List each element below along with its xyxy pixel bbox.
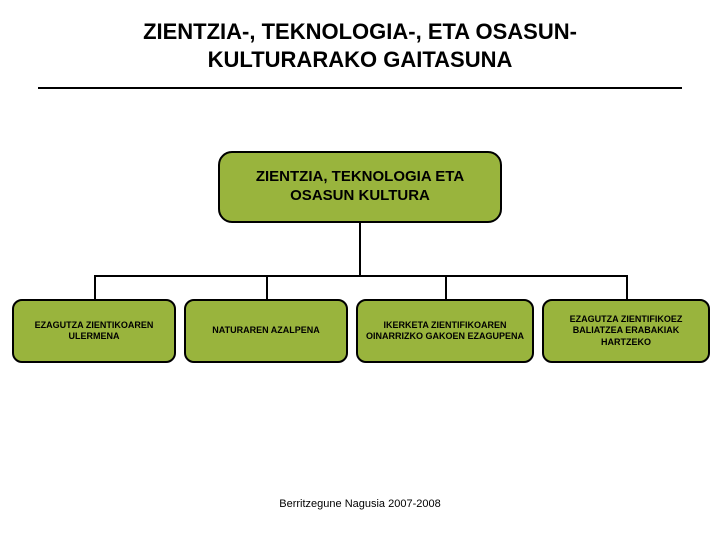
connector-line bbox=[445, 275, 447, 299]
child-node-0: EZAGUTZA ZIENTIKOAREN ULERMENA bbox=[12, 299, 176, 363]
root-node: ZIENTZIA, TEKNOLOGIA ETA OSASUN KULTURA bbox=[218, 151, 502, 223]
connector-line bbox=[359, 223, 361, 275]
connector-line bbox=[94, 275, 628, 277]
org-chart: ZIENTZIA, TEKNOLOGIA ETA OSASUN KULTURA E… bbox=[0, 89, 720, 449]
connector-line bbox=[626, 275, 628, 299]
child-node-3: EZAGUTZA ZIENTIFIKOEZ BALIATZEA ERABAKIA… bbox=[542, 299, 710, 363]
connector-line bbox=[266, 275, 268, 299]
footer-text: Berritzegune Nagusia 2007-2008 bbox=[0, 498, 720, 510]
child-node-1: NATURAREN AZALPENA bbox=[184, 299, 348, 363]
connector-line bbox=[94, 275, 96, 299]
child-node-2: IKERKETA ZIENTIFIKOAREN OINARRIZKO GAKOE… bbox=[356, 299, 534, 363]
page-title: ZIENTZIA-, TEKNOLOGIA-, ETA OSASUN-KULTU… bbox=[0, 0, 720, 83]
